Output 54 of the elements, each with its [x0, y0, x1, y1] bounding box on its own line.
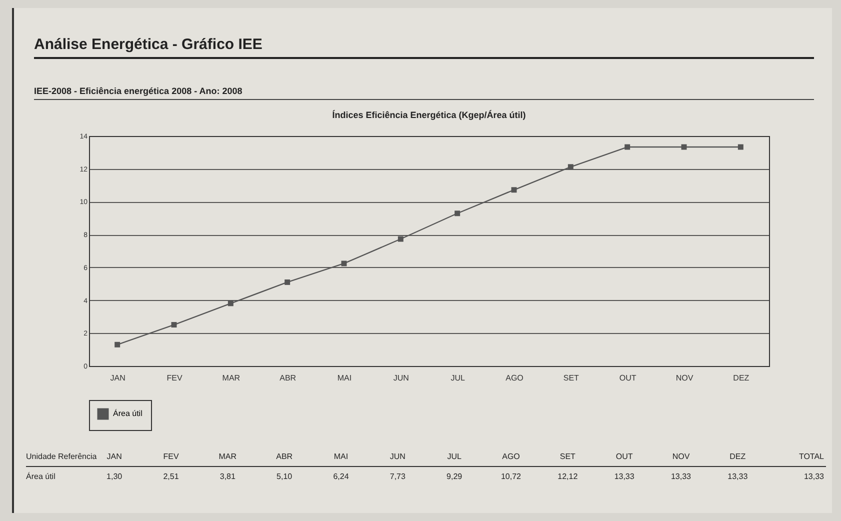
x-tick-label: NOV	[676, 374, 694, 382]
x-tick-label: OUT	[619, 374, 636, 382]
point	[228, 300, 234, 306]
x-tick-label: JUN	[393, 374, 410, 382]
x-tick-label: AGO	[506, 374, 524, 382]
text: Área útil	[26, 472, 56, 481]
category-label: NOV	[672, 452, 690, 461]
data-label: 3,81	[220, 472, 236, 481]
category-label: JUN	[390, 452, 406, 461]
x-tick-label: MAI	[337, 374, 352, 382]
data-label: 2,51	[163, 472, 179, 481]
point	[114, 342, 120, 348]
category-label: MAI	[334, 452, 348, 461]
data-label: 1,30	[106, 472, 122, 481]
point	[398, 236, 404, 242]
data-label: 9,29	[446, 472, 462, 481]
point	[171, 322, 177, 328]
point	[511, 187, 517, 193]
category-label: MAR	[218, 452, 237, 461]
x-tick-label: FEV	[166, 374, 183, 382]
category-label: AGO	[502, 452, 520, 461]
point	[454, 210, 460, 216]
text: 13,33	[804, 472, 824, 481]
category-label: JAN	[106, 452, 122, 461]
category-label: DEZ	[730, 452, 746, 461]
legend-label: Área útil	[113, 409, 143, 418]
x-tick-label: SET	[563, 374, 580, 382]
chart-title: Índices Eficiência Energética (Kgep/Área útil)	[332, 110, 526, 120]
chart-subtitle: IEE-2008 - Eficiência energética 2008 - Ano: 2008	[34, 86, 814, 100]
data-label: 6,24	[333, 472, 349, 481]
point	[341, 260, 347, 266]
text: Análise Energética - Gráfico IEE	[34, 36, 814, 59]
x-tick-label: ABR	[280, 374, 296, 382]
category-label: JUL	[447, 452, 462, 461]
data-label: 10,72	[500, 472, 522, 481]
data-label: 13,33	[728, 472, 748, 481]
text: Unidade Referência	[26, 452, 97, 461]
data-label: 12,12	[558, 472, 578, 481]
data-label: 13,33	[614, 472, 634, 481]
x-tick-label: MAR	[222, 374, 240, 382]
data-label: 7,73	[390, 472, 406, 481]
category-label: OUT	[616, 452, 633, 461]
category-label: SET	[560, 452, 576, 461]
data-label: 5,10	[276, 472, 292, 481]
point	[284, 279, 290, 285]
point	[624, 144, 630, 150]
point	[738, 144, 744, 150]
x-tick-label: JAN	[110, 374, 126, 382]
text: TOTAL	[798, 452, 824, 461]
category-label: FEV	[163, 452, 179, 461]
x-tick-label: JUL	[450, 374, 466, 382]
x-tick-label: DEZ	[733, 374, 750, 382]
data-label: 13,33	[670, 472, 692, 481]
category-label: ABR	[276, 452, 293, 461]
